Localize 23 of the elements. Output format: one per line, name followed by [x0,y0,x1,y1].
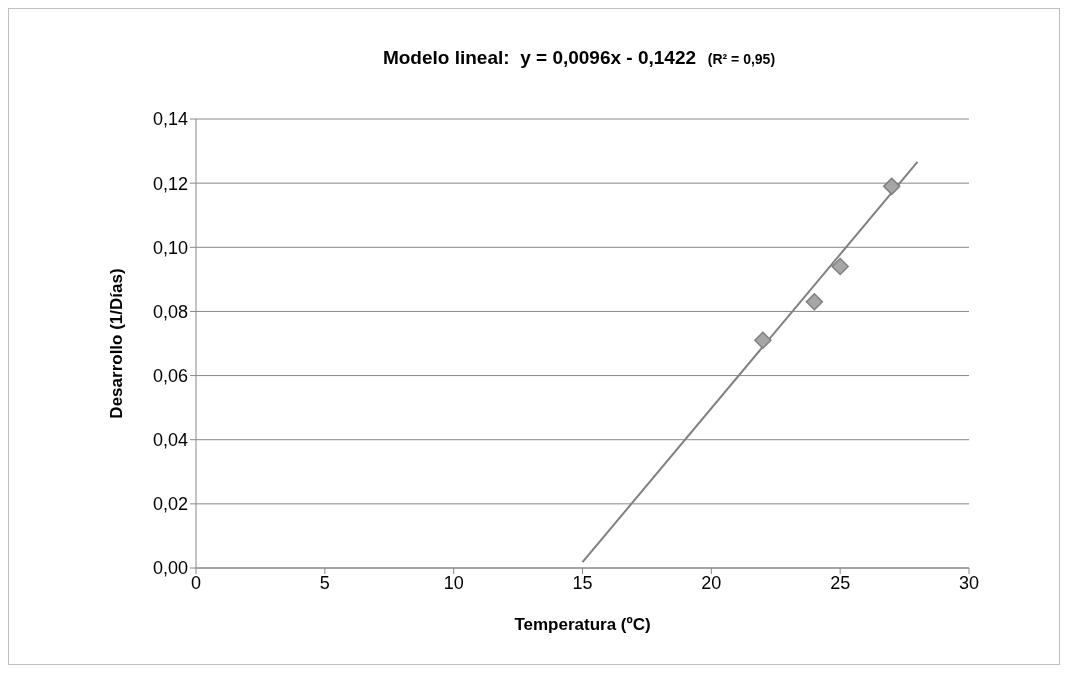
point [882,177,901,196]
y-tick-label: 0,04 [152,430,188,451]
x-tick-label: 0 [190,572,202,593]
point [805,293,824,311]
point [754,331,772,350]
x-tick-label: 10 [443,572,464,593]
y-tick-label: 0,10 [152,237,188,258]
x-tick-label: 5 [319,572,330,593]
y-tick-label: 0,06 [152,365,188,386]
chart-title: Modelo lineal: y = 0,0096x - 0,1422 [382,47,697,68]
y-tick-label: 0,00 [152,558,188,579]
x-tick-label: 30 [958,572,980,593]
y-tick-label: 0,14 [152,109,188,130]
x-tick-label: 20 [701,572,722,593]
y-tick-label: 0,02 [152,494,188,515]
y-axis-title: Desarrollo (1/Días) [107,268,127,419]
point [831,257,849,276]
chart-subtitle: (R² = 0,95) [706,51,776,67]
x-tick-label: 15 [572,572,593,593]
y-tick-label: 0,12 [152,173,188,194]
x-tick-label: 25 [830,572,851,593]
y-tick-label: 0,08 [152,301,188,322]
x-axis-title: Temperatura (ºC) [514,615,651,634]
